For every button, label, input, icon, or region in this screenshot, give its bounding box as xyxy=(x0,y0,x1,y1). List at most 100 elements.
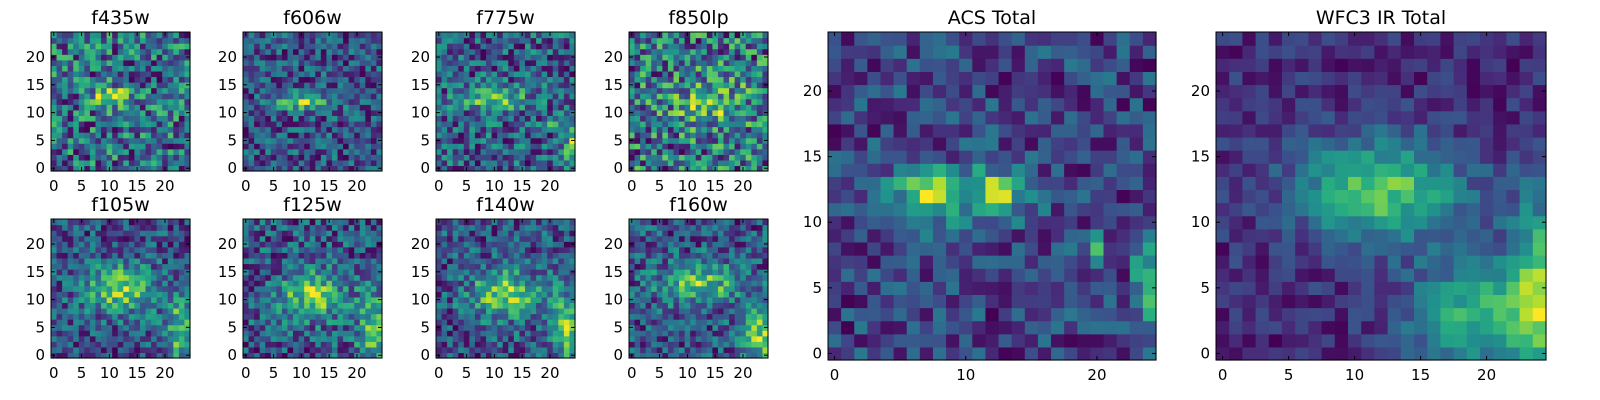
heatmap-cell xyxy=(348,93,355,100)
heatmap-cell xyxy=(474,54,482,61)
heatmap-cell xyxy=(502,120,509,128)
heatmap-cell xyxy=(629,76,636,83)
heatmap-cell xyxy=(508,346,515,354)
heatmap-cell xyxy=(145,82,152,89)
heatmap-cell xyxy=(106,346,113,354)
heatmap-cell xyxy=(452,59,459,66)
heatmap-cell xyxy=(173,59,180,66)
heatmap-cell xyxy=(723,307,730,315)
heatmap-cell xyxy=(376,224,383,231)
heatmap-cell xyxy=(756,274,764,281)
heatmap-cell xyxy=(463,302,470,309)
heatmap-cell xyxy=(701,115,708,122)
heatmap-cell xyxy=(101,54,108,61)
heatmap-cell xyxy=(723,87,730,94)
heatmap-cell xyxy=(762,115,769,122)
heatmap-cell xyxy=(463,335,470,342)
heatmap-cell xyxy=(106,37,113,44)
heatmap-cell xyxy=(156,330,163,337)
heatmap-cell xyxy=(640,324,647,331)
heatmap-cell xyxy=(629,280,636,287)
heatmap-cell xyxy=(463,307,470,315)
heatmap-cell xyxy=(441,291,448,298)
heatmap-cell xyxy=(695,352,702,359)
heatmap-cell xyxy=(441,165,448,172)
heatmap-cell xyxy=(717,98,725,105)
heatmap-cell xyxy=(667,137,675,144)
heatmap-cell xyxy=(134,48,141,55)
heatmap-cell xyxy=(558,154,565,161)
heatmap-cell xyxy=(673,48,680,55)
heatmap-cell xyxy=(248,246,255,253)
heatmap-cell xyxy=(254,230,261,237)
heatmap-cell xyxy=(315,224,322,231)
heatmap-cell xyxy=(348,313,355,320)
heatmap-cell xyxy=(270,37,277,44)
heatmap-cell xyxy=(756,48,764,55)
heatmap-cell xyxy=(684,307,691,315)
heatmap-cell xyxy=(734,126,741,133)
heatmap-cell xyxy=(458,137,465,144)
heatmap-cell xyxy=(486,48,493,55)
heatmap-cell xyxy=(463,54,470,61)
heatmap-cell xyxy=(145,98,152,105)
heatmap-cell xyxy=(491,313,498,320)
heatmap-cell xyxy=(740,48,747,55)
heatmap-cell xyxy=(441,70,448,78)
heatmap-cell xyxy=(717,285,725,292)
heatmap-cell xyxy=(547,319,554,326)
heatmap-cell xyxy=(656,154,663,161)
heatmap-cell xyxy=(265,93,272,100)
heatmap-cell xyxy=(717,154,725,161)
heatmap-cell xyxy=(751,313,758,320)
heatmap-cell xyxy=(645,154,652,161)
heatmap-cell xyxy=(441,43,448,50)
heatmap-cell xyxy=(89,98,97,105)
heatmap-cell xyxy=(101,235,108,242)
heatmap-cell xyxy=(751,109,758,116)
heatmap-cell xyxy=(145,280,152,287)
heatmap-cell xyxy=(326,346,333,354)
heatmap-cell xyxy=(298,65,305,72)
heatmap-cell xyxy=(712,291,719,298)
heatmap-cell xyxy=(651,319,658,326)
heatmap-cell xyxy=(117,93,124,100)
heatmap-cell xyxy=(452,346,459,354)
heatmap-cell xyxy=(276,296,283,303)
heatmap-cell xyxy=(298,37,305,44)
heatmap-cell xyxy=(259,32,266,39)
heatmap-cell xyxy=(673,165,680,172)
heatmap-cell xyxy=(547,59,554,66)
heatmap-cell xyxy=(359,115,366,122)
heatmap-cell xyxy=(541,246,548,253)
heatmap-cell xyxy=(756,126,764,133)
heatmap-cell xyxy=(751,82,758,89)
heatmap-cell xyxy=(701,165,708,172)
heatmap-cell xyxy=(712,115,719,122)
heatmap-cell xyxy=(634,346,641,354)
heatmap-cell xyxy=(270,70,277,78)
heatmap-cell xyxy=(634,59,641,66)
heatmap-cell xyxy=(508,70,515,78)
heatmap-cell xyxy=(740,54,747,61)
heatmap-cell xyxy=(370,230,378,237)
heatmap-cell xyxy=(706,54,713,61)
heatmap-cell xyxy=(486,132,493,139)
heatmap-cell xyxy=(326,93,333,100)
heatmap-cell xyxy=(89,330,97,337)
heatmap-cell xyxy=(640,109,647,116)
heatmap-cell xyxy=(463,246,470,253)
heatmap-cell xyxy=(304,43,311,50)
heatmap-cell xyxy=(558,230,565,237)
heatmap-cell xyxy=(370,341,378,348)
heatmap-cell xyxy=(690,330,697,337)
heatmap-cell xyxy=(331,59,339,66)
heatmap-cell xyxy=(162,98,169,105)
heatmap-cell xyxy=(51,65,58,72)
heatmap-cell xyxy=(497,93,504,100)
heatmap-cell xyxy=(62,302,69,309)
heatmap-cell xyxy=(243,37,250,44)
heatmap-cell xyxy=(656,341,663,348)
heatmap-cell xyxy=(502,324,509,331)
